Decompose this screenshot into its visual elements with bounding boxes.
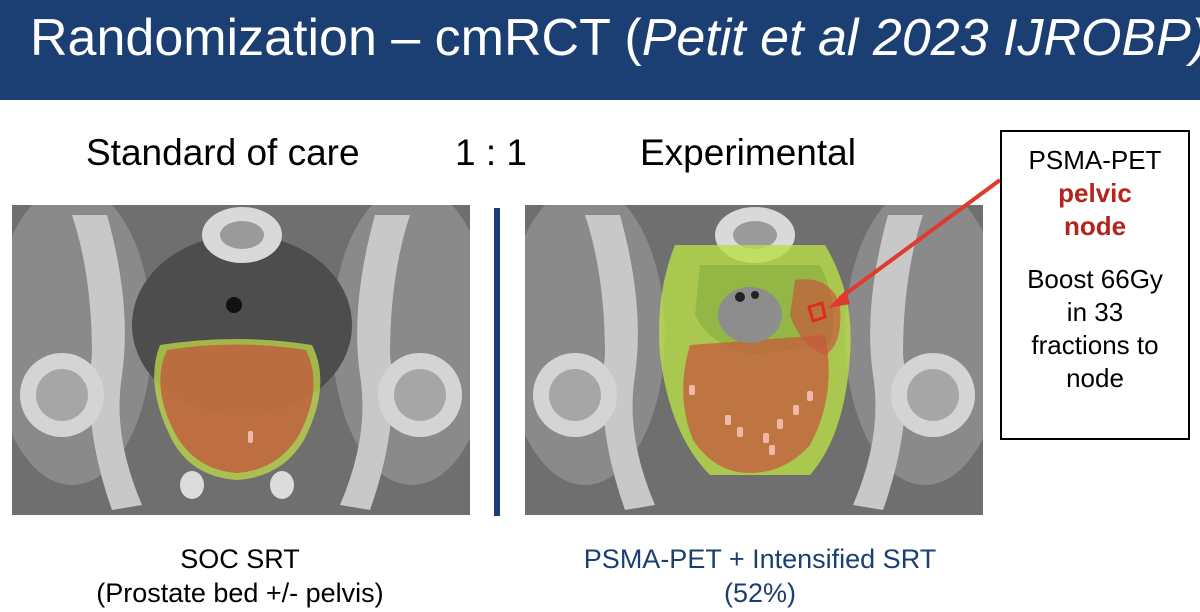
title-citation: Petit et al 2023 IJROBP) xyxy=(641,9,1200,67)
experimental-caption-line2: (52%) xyxy=(723,578,797,608)
experimental-ct-graphic xyxy=(525,205,983,515)
callout-line-target: node xyxy=(1066,363,1124,393)
soc-heading: Standard of care xyxy=(86,132,360,173)
soc-ct-image xyxy=(12,205,470,515)
callout-line-boost: Boost 66Gy xyxy=(1027,264,1163,294)
soc-caption-line2: (Prostate bed +/- pelvis) xyxy=(96,578,384,608)
soc-ct-graphic xyxy=(12,205,470,515)
experimental-caption: PSMA-PET + Intensified SRT (52%) xyxy=(540,542,980,610)
boost-callout: PSMA-PET pelvic node Boost 66Gy in 33 fr… xyxy=(1000,130,1190,440)
experimental-heading: Experimental xyxy=(640,132,856,173)
callout-line-fractions-count: in 33 xyxy=(1066,297,1124,327)
ratio-label: 1 : 1 xyxy=(455,132,527,173)
experimental-ct-image xyxy=(525,205,983,515)
title-main: Randomization – cmRCT ( xyxy=(30,9,642,67)
callout-line-pelvic: pelvic xyxy=(1058,178,1132,208)
callout-line-fractions: fractions to xyxy=(1031,330,1159,360)
soc-caption-line1: SOC SRT xyxy=(180,544,300,574)
callout-line-node: node xyxy=(1063,211,1127,241)
callout-line-psma: PSMA-PET xyxy=(1028,145,1162,175)
slide-title: Randomization – cmRCT (Petit et al 2023 … xyxy=(30,8,1200,68)
title-bar xyxy=(0,0,1200,100)
arm-divider xyxy=(494,208,500,516)
experimental-caption-line1: PSMA-PET + Intensified SRT xyxy=(583,544,937,574)
soc-caption: SOC SRT (Prostate bed +/- pelvis) xyxy=(40,542,440,610)
callout-spacer xyxy=(1002,243,1188,263)
